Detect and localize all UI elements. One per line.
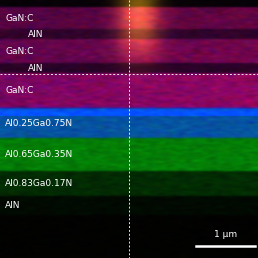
Text: AlN: AlN [28, 30, 44, 39]
Text: Al0.25Ga0.75N: Al0.25Ga0.75N [5, 119, 73, 128]
Text: Al0.65Ga0.35N: Al0.65Ga0.35N [5, 150, 74, 159]
Text: 1 μm: 1 μm [214, 230, 237, 239]
Text: GaN:C: GaN:C [5, 14, 34, 22]
Text: AlN: AlN [28, 64, 44, 73]
Text: AlN: AlN [5, 201, 21, 210]
Text: GaN:C: GaN:C [5, 86, 34, 95]
Text: Al0.83Ga0.17N: Al0.83Ga0.17N [5, 179, 74, 188]
Text: GaN:C: GaN:C [5, 47, 34, 56]
